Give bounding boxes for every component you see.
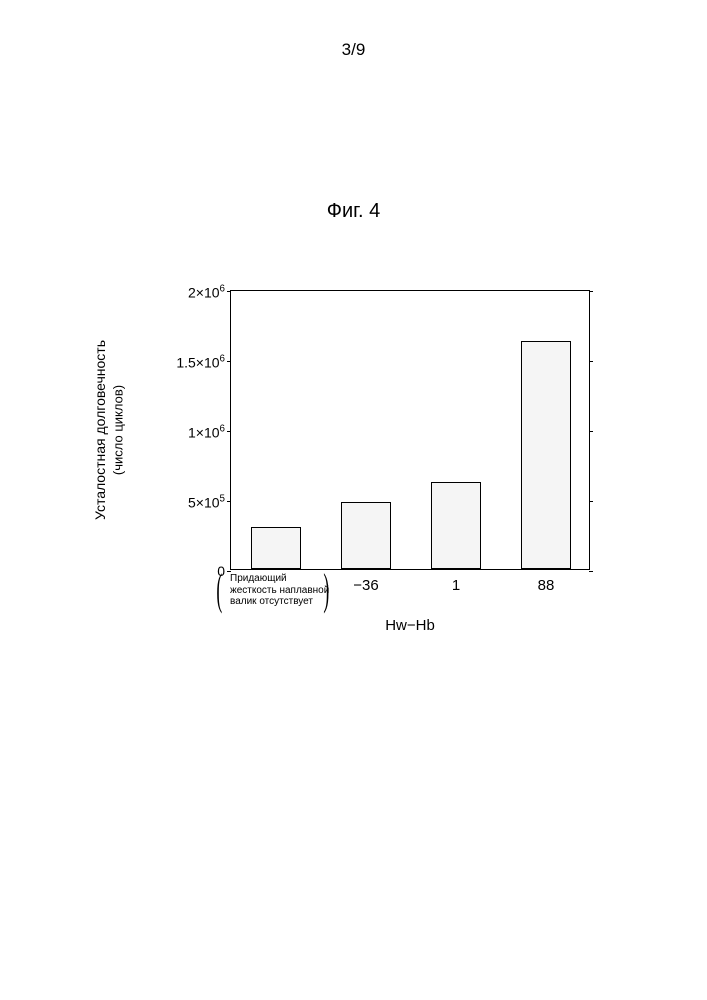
x-tick-label: 88: [538, 569, 555, 594]
figure-title: Фиг. 4: [0, 200, 707, 223]
y-tick-label: 2×106: [160, 283, 231, 300]
y-tick-label: 5×105: [160, 493, 231, 510]
y-tick-mark: [589, 571, 593, 572]
y-tick-mark: [227, 291, 231, 292]
bar: [341, 502, 391, 569]
plot-area: Hw−Hb 05×1051×1061.5×1062×106(Придающийж…: [230, 290, 590, 570]
page-number: 3/9: [0, 40, 707, 60]
y-tick-mark: [227, 431, 231, 432]
y-tick-mark: [589, 291, 593, 292]
bar: [521, 341, 571, 569]
y-tick-label: 1×106: [160, 423, 231, 440]
y-tick-mark: [589, 361, 593, 362]
y-axis-label-sub: (число циклов): [111, 385, 126, 475]
x-tick-label: (Придающийжесткость наплавнойвалик отсут…: [226, 569, 326, 608]
y-tick-label: 1.5×106: [160, 353, 231, 370]
y-tick-mark: [227, 501, 231, 502]
page-root: 3/9 Фиг. 4 Усталостная долговечность (чи…: [0, 0, 707, 1000]
bar: [251, 527, 301, 569]
y-tick-mark: [589, 431, 593, 432]
bar: [431, 482, 481, 569]
x-tick-label: −36: [353, 569, 378, 594]
y-tick-mark: [227, 361, 231, 362]
y-tick-mark: [589, 501, 593, 502]
y-axis-label-main: Усталостная долговечность: [92, 340, 108, 520]
chart-container: Усталостная долговечность (число циклов)…: [110, 280, 610, 650]
x-tick-label: 1: [452, 569, 460, 594]
